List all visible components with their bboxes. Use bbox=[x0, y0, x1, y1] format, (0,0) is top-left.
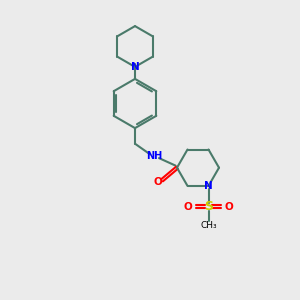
Text: O: O bbox=[183, 202, 192, 212]
Text: O: O bbox=[153, 177, 162, 187]
Text: N: N bbox=[204, 181, 213, 191]
Text: CH₃: CH₃ bbox=[200, 221, 217, 230]
Text: S: S bbox=[204, 200, 213, 213]
Text: N: N bbox=[130, 62, 140, 72]
Text: O: O bbox=[225, 202, 234, 212]
Text: NH: NH bbox=[146, 151, 163, 161]
